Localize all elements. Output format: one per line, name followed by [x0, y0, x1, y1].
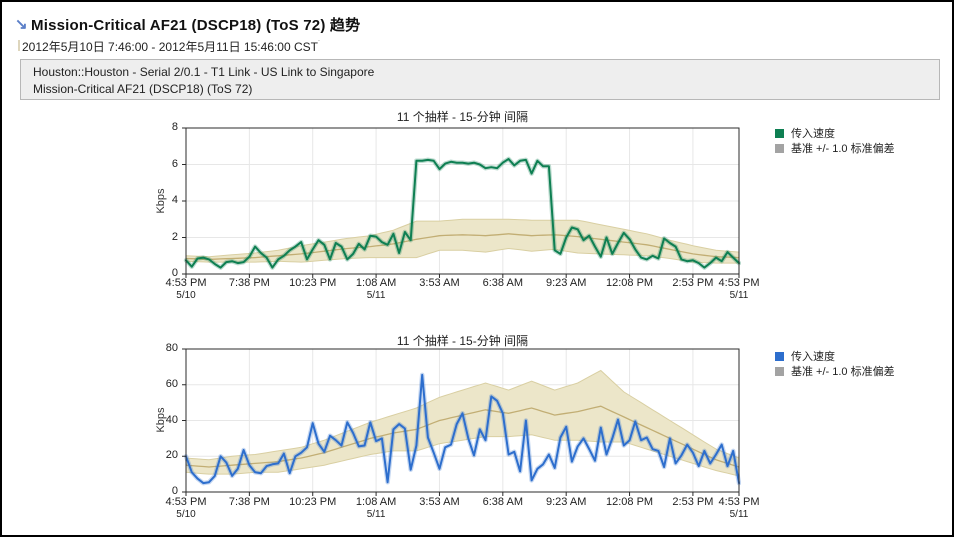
x-tick-date-label: 5/11: [366, 509, 386, 520]
source-line-class: Mission-Critical AF21 (DSCP18) (ToS 72): [33, 82, 253, 96]
chart1-legend: 传入速度 基准 +/- 1.0 标准偏差: [775, 125, 895, 155]
y-tick-label: 0: [171, 485, 178, 497]
legend-row-incoming: 传入速度: [775, 125, 895, 140]
x-tick-label: 12:08 PM: [606, 277, 654, 289]
drilldown-arrow-icon[interactable]: ↘: [15, 16, 28, 33]
x-tick-label: 1:08 AM: [355, 277, 397, 289]
legend-row-baseline: 基准 +/- 1.0 标准偏差: [775, 363, 895, 378]
incoming-rate-swatch-icon: [775, 129, 784, 138]
x-tick-date-label: 5/11: [366, 290, 386, 301]
x-tick-label: 4:53 PM: [718, 496, 760, 508]
source-info-box: Houston::Houston - Serial 2/0.1 - T1 Lin…: [20, 59, 940, 100]
x-tick-label: 6:38 AM: [482, 496, 523, 508]
x-tick-label: 7:38 PM: [228, 277, 270, 289]
baseline-swatch-icon: [775, 144, 784, 153]
chart1-plot-area: [182, 127, 741, 278]
source-line-interface: Houston::Houston - Serial 2/0.1 - T1 Lin…: [33, 65, 375, 79]
x-tick-label: 10:23 PM: [289, 277, 337, 289]
x-tick-label: 7:38 PM: [228, 496, 270, 508]
y-tick-label: 40: [165, 413, 178, 426]
x-tick-label: 2:53 PM: [672, 277, 714, 289]
date-range: 2012年5月10日 7:46:00 - 2012年5月11日 15:46:00…: [22, 38, 321, 55]
page-title[interactable]: Mission-Critical AF21 (DSCP18) (ToS 72) …: [31, 17, 361, 34]
baseline-swatch-icon: [775, 367, 784, 376]
legend-label-baseline: 基准 +/- 1.0 标准偏差: [791, 366, 895, 378]
x-tick-label: 1:08 AM: [355, 496, 397, 508]
y-tick-label: 60: [165, 377, 178, 390]
legend-label-incoming: 传入速度: [791, 351, 835, 363]
date-range-footnote-mark: ˙: [317, 39, 321, 48]
x-tick-label: 4:53 PM: [165, 496, 207, 508]
y-tick-label: 20: [165, 449, 178, 462]
x-tick-date-label: 5/11: [729, 509, 749, 520]
x-tick-label: 10:23 PM: [289, 496, 337, 508]
y-tick-label: 8: [171, 121, 178, 133]
x-tick-label: 9:23 AM: [546, 496, 587, 508]
y-tick-label: 2: [171, 230, 178, 243]
y-tick-label: 80: [165, 342, 178, 354]
x-tick-label: 3:53 AM: [419, 496, 460, 508]
x-tick-label: 4:53 PM: [165, 277, 207, 289]
legend-label-baseline: 基准 +/- 1.0 标准偏差: [791, 143, 895, 155]
chart2-legend: 传入速度 基准 +/- 1.0 标准偏差: [775, 348, 895, 378]
y-tick-label: 0: [171, 267, 178, 279]
x-tick-label: 3:53 AM: [419, 277, 460, 289]
legend-row-baseline: 基准 +/- 1.0 标准偏差: [775, 140, 895, 155]
date-range-marker: [18, 40, 20, 51]
date-range-text: 2012年5月10日 7:46:00 - 2012年5月11日 15:46:00…: [22, 40, 318, 54]
x-tick-date-label: 5/11: [729, 290, 749, 301]
chart1-title: 11 个抽样 - 15-分钟 间隔: [396, 110, 529, 124]
chart2-title: 11 个抽样 - 15-分钟 间隔: [396, 334, 529, 348]
incoming-rate-swatch-icon: [775, 352, 784, 361]
chart2-plot-area: [182, 348, 741, 496]
y-tick-label: 4: [171, 194, 178, 206]
x-tick-date-label: 5/10: [176, 290, 196, 301]
x-tick-label: 9:23 AM: [546, 277, 587, 289]
legend-row-incoming: 传入速度: [775, 348, 895, 363]
x-tick-label: 2:53 PM: [672, 496, 714, 508]
x-tick-label: 12:08 PM: [606, 496, 654, 508]
x-tick-label: 6:38 AM: [482, 277, 523, 289]
x-tick-label: 4:53 PM: [718, 277, 760, 289]
x-tick-date-label: 5/10: [176, 509, 196, 520]
legend-label-incoming: 传入速度: [791, 128, 835, 140]
y-tick-label: 6: [171, 157, 178, 170]
